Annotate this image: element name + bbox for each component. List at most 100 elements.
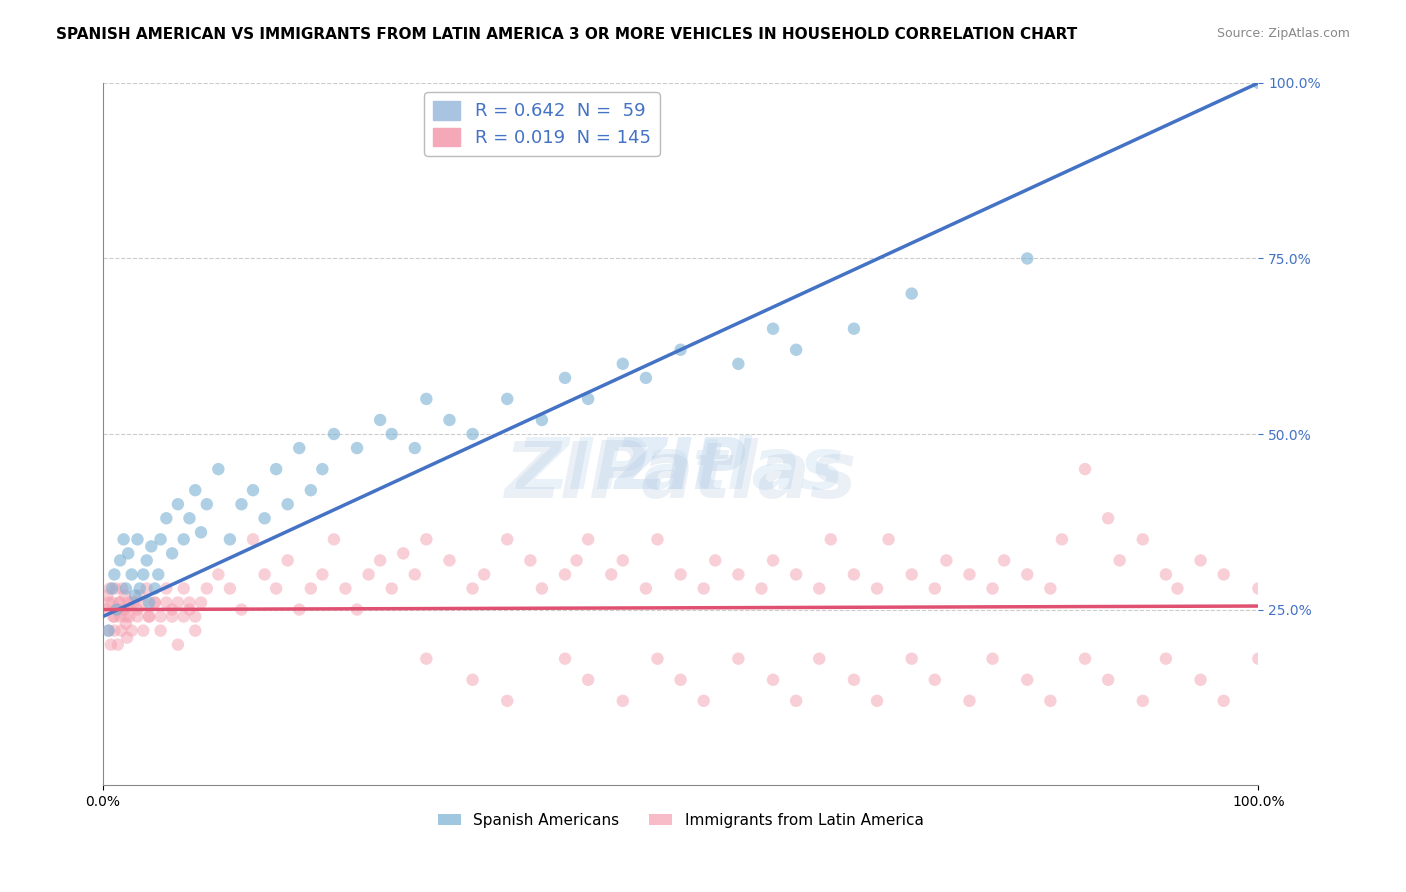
Point xyxy=(277,497,299,511)
Point xyxy=(277,553,299,567)
Point xyxy=(981,582,1004,596)
Point xyxy=(530,582,553,596)
Point xyxy=(1017,673,1039,687)
Text: Source: ZipAtlas.com: Source: ZipAtlas.com xyxy=(1216,27,1350,40)
Point xyxy=(288,602,311,616)
Point xyxy=(148,567,170,582)
Point xyxy=(111,582,134,596)
Point xyxy=(115,616,138,631)
Legend: Spanish Americans, Immigrants from Latin America: Spanish Americans, Immigrants from Latin… xyxy=(432,806,929,834)
Point xyxy=(461,427,484,442)
Point xyxy=(132,595,155,609)
Point xyxy=(785,694,807,708)
Point xyxy=(727,651,749,665)
Point xyxy=(785,343,807,357)
Point xyxy=(381,427,404,442)
Point xyxy=(692,694,714,708)
Point xyxy=(924,673,946,687)
Point xyxy=(149,624,172,638)
Point xyxy=(576,392,599,406)
Point xyxy=(1132,694,1154,708)
Point xyxy=(138,595,160,609)
Point xyxy=(160,609,183,624)
Point xyxy=(219,582,242,596)
Point xyxy=(866,694,889,708)
Point xyxy=(993,553,1015,567)
Point xyxy=(842,567,865,582)
Point xyxy=(322,427,344,442)
Point xyxy=(128,582,150,596)
Point xyxy=(1050,533,1073,547)
Point xyxy=(98,582,121,596)
Point xyxy=(634,371,657,385)
Point xyxy=(981,651,1004,665)
Point xyxy=(600,567,623,582)
Point xyxy=(576,533,599,547)
Point xyxy=(392,546,415,560)
Point xyxy=(1166,582,1188,596)
Point xyxy=(195,497,218,511)
Point xyxy=(612,357,634,371)
Point xyxy=(160,546,183,560)
Point xyxy=(1154,651,1177,665)
Point xyxy=(439,413,461,427)
Point xyxy=(461,582,484,596)
Point xyxy=(108,553,131,567)
Point xyxy=(808,651,831,665)
Point xyxy=(138,609,160,624)
Point xyxy=(900,286,922,301)
Point xyxy=(496,533,519,547)
Point xyxy=(167,638,190,652)
Text: ZIP: ZIP xyxy=(614,434,747,504)
Point xyxy=(924,582,946,596)
Point xyxy=(612,553,634,567)
Point xyxy=(1017,252,1039,266)
Point xyxy=(128,589,150,603)
Point xyxy=(132,624,155,638)
Point xyxy=(727,567,749,582)
Point xyxy=(554,651,576,665)
Point xyxy=(1132,533,1154,547)
Point xyxy=(207,567,229,582)
Point xyxy=(143,582,166,596)
Point xyxy=(219,533,242,547)
Point xyxy=(141,540,163,554)
Point xyxy=(115,582,138,596)
Point xyxy=(762,673,785,687)
Point xyxy=(299,582,322,596)
Point xyxy=(357,567,380,582)
Point xyxy=(415,533,437,547)
Point xyxy=(242,483,264,498)
Point xyxy=(842,321,865,335)
Point xyxy=(127,609,149,624)
Point xyxy=(647,651,669,665)
Point xyxy=(100,638,122,652)
Point xyxy=(121,567,143,582)
Point xyxy=(149,609,172,624)
Point xyxy=(112,602,135,616)
Point xyxy=(554,567,576,582)
Point xyxy=(1212,694,1234,708)
Point xyxy=(101,582,124,596)
Point xyxy=(97,624,120,638)
Point xyxy=(108,609,131,624)
Point xyxy=(135,582,157,596)
Point xyxy=(554,371,576,385)
Point xyxy=(190,525,212,540)
Point xyxy=(103,624,125,638)
Point xyxy=(762,321,785,335)
Point xyxy=(207,462,229,476)
Point xyxy=(1097,511,1119,525)
Point xyxy=(117,595,139,609)
Point xyxy=(496,694,519,708)
Point xyxy=(842,673,865,687)
Point xyxy=(935,553,957,567)
Point xyxy=(264,582,287,596)
Text: ZIPatlas: ZIPatlas xyxy=(505,438,856,514)
Point xyxy=(762,553,785,567)
Point xyxy=(299,483,322,498)
Point xyxy=(167,497,190,511)
Point xyxy=(253,511,276,525)
Point xyxy=(231,602,253,616)
Point xyxy=(114,589,136,603)
